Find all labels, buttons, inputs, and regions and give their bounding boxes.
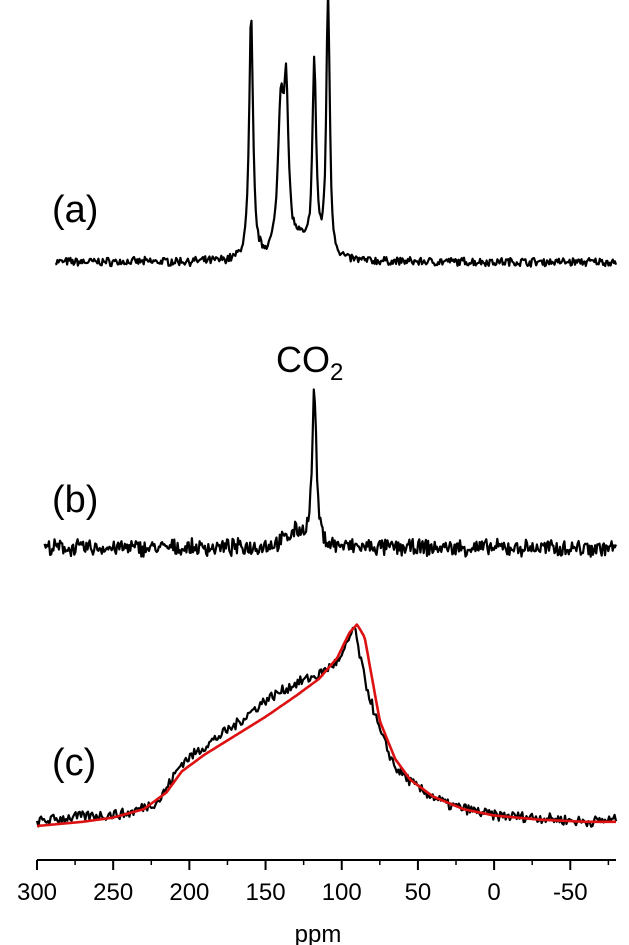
x-tick-label: 150 bbox=[246, 879, 286, 906]
x-axis: 300 250 200 150 100 50 0 -50 bbox=[17, 859, 616, 906]
x-tick-label: 250 bbox=[93, 879, 133, 906]
spectrum-line-a bbox=[55, 0, 618, 268]
co2-annotation: CO2 bbox=[276, 339, 343, 386]
spectra-group bbox=[35, 0, 618, 828]
spectrum-line-c-fit bbox=[36, 623, 616, 828]
x-tick-label: 0 bbox=[487, 879, 500, 906]
panel-label-c: (c) bbox=[52, 742, 96, 784]
x-tick-label: 300 bbox=[17, 879, 57, 906]
spectrum-line-b bbox=[43, 388, 618, 558]
x-tick-label: 200 bbox=[169, 879, 209, 906]
x-tick-label: 100 bbox=[322, 879, 362, 906]
spectrum-panel-c bbox=[35, 623, 618, 828]
panel-label-a: (a) bbox=[52, 189, 98, 231]
x-tick-label: -50 bbox=[553, 879, 588, 906]
spectrum-line-c-measured bbox=[35, 626, 618, 828]
spectrum-panel-a bbox=[55, 0, 618, 268]
x-axis-title: ppm bbox=[295, 921, 342, 945]
x-tick-label: 50 bbox=[405, 879, 432, 906]
panel-label-b: (b) bbox=[52, 479, 98, 521]
spectrum-panel-b bbox=[43, 388, 618, 558]
